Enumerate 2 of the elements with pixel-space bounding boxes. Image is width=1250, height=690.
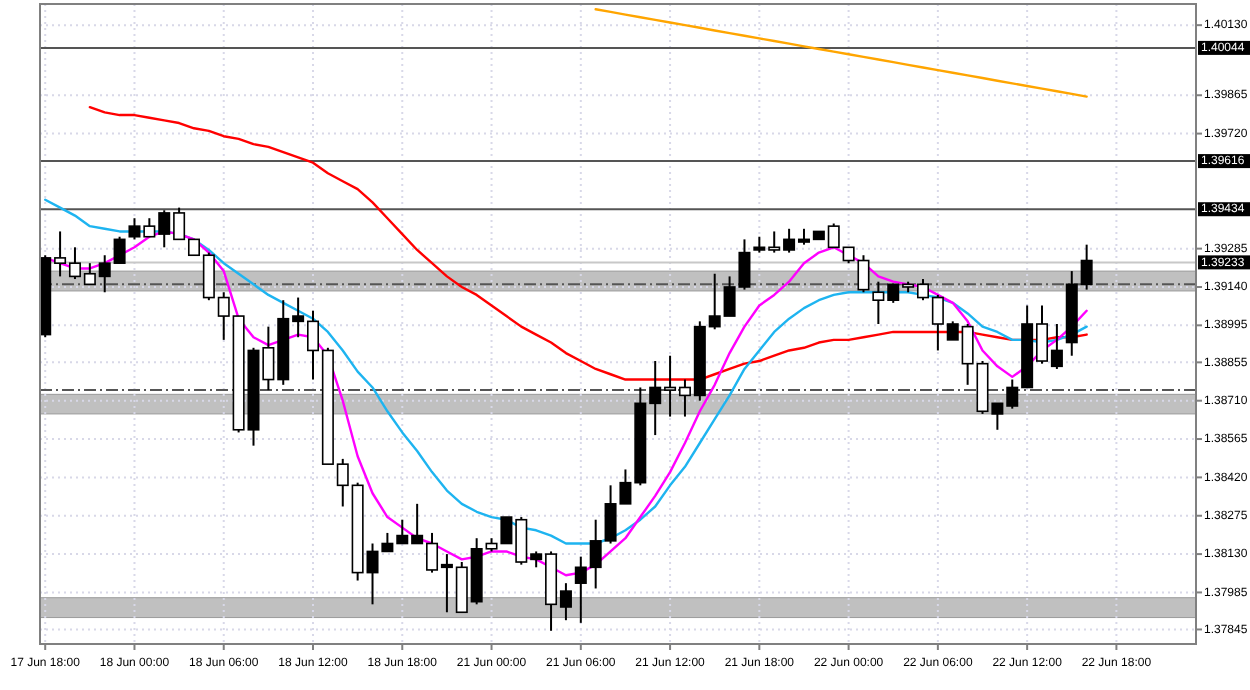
line-series xyxy=(594,8,1088,98)
line-series xyxy=(88,105,1088,381)
